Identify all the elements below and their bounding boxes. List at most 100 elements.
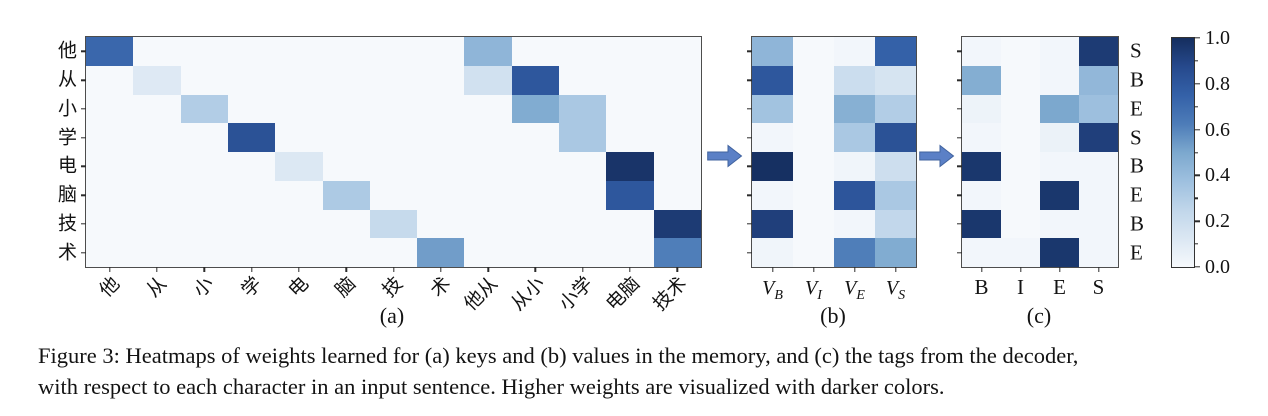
heatmap-cell bbox=[875, 152, 916, 181]
heatmap-cell bbox=[180, 209, 228, 239]
heatmap-cell bbox=[962, 94, 1001, 124]
heatmap-cell bbox=[1079, 123, 1118, 152]
y-tick bbox=[747, 194, 752, 196]
x-tick bbox=[250, 267, 253, 272]
heatmap-cell bbox=[962, 152, 1001, 181]
heatmap-grid bbox=[752, 37, 916, 267]
y-tick-label: 他 bbox=[57, 40, 77, 62]
y-tick bbox=[747, 251, 752, 254]
x-tick bbox=[1058, 267, 1061, 272]
heatmap-grid bbox=[962, 37, 1118, 267]
x-tick bbox=[980, 267, 983, 272]
colorbar-tick bbox=[1194, 37, 1200, 39]
heatmap-cell bbox=[464, 180, 512, 210]
x-tick bbox=[156, 267, 158, 272]
heatmap-cell bbox=[322, 94, 370, 124]
heatmap-cell bbox=[962, 238, 1001, 267]
heatmap-cell bbox=[511, 37, 560, 66]
colorbar-tick bbox=[1194, 83, 1200, 85]
row-tag-label: B bbox=[1130, 153, 1145, 178]
heatmap-cell bbox=[417, 238, 465, 267]
heatmap-cell bbox=[180, 37, 228, 66]
heatmap-cell bbox=[875, 209, 916, 239]
heatmap-cell bbox=[86, 123, 134, 152]
heatmap-cell bbox=[369, 94, 418, 124]
colorbar-tick-label: 0.4 bbox=[1205, 164, 1230, 187]
y-tick bbox=[957, 108, 962, 110]
heatmap-cell bbox=[559, 209, 607, 239]
caption-line-1: Figure 3: Heatmaps of weights learned fo… bbox=[38, 343, 1079, 368]
heatmap-cell bbox=[275, 37, 323, 66]
y-tick bbox=[957, 50, 962, 53]
x-tick bbox=[534, 267, 537, 272]
y-tick bbox=[747, 50, 752, 53]
heatmap-cell bbox=[133, 209, 181, 239]
row-tag-label: E bbox=[1130, 240, 1143, 265]
heatmap-cell bbox=[1040, 238, 1079, 267]
heatmap-cell bbox=[606, 209, 654, 239]
heatmap-cell bbox=[1079, 37, 1118, 66]
heatmap-cell bbox=[369, 123, 418, 152]
x-tick-label: 电 bbox=[284, 273, 314, 302]
heatmap-cell bbox=[1079, 94, 1118, 124]
heatmap-cell bbox=[875, 37, 916, 66]
heatmap-cell bbox=[275, 94, 323, 124]
row-tag-label: S bbox=[1130, 125, 1142, 150]
heatmap-cell bbox=[1040, 65, 1079, 95]
heatmap-cell bbox=[322, 123, 370, 152]
heatmap-cell bbox=[606, 180, 654, 210]
x-tick bbox=[487, 267, 489, 272]
colorbar-minor-tick bbox=[1194, 243, 1198, 245]
heatmap-cell bbox=[86, 152, 134, 181]
heatmap-cell bbox=[511, 123, 560, 152]
heatmap-cell bbox=[511, 209, 560, 239]
heatmap-cell bbox=[369, 37, 418, 66]
y-tick bbox=[81, 50, 86, 53]
heatmap-cell bbox=[1001, 37, 1040, 66]
heatmap-cell bbox=[511, 94, 560, 124]
x-tick-label: 从小 bbox=[507, 273, 550, 316]
x-tick-label: VE bbox=[844, 277, 865, 304]
heatmap-cell bbox=[417, 37, 465, 66]
heatmap-cell bbox=[180, 180, 228, 210]
colorbar-tick-label: 0.6 bbox=[1205, 118, 1230, 141]
heatmap-cell bbox=[606, 123, 654, 152]
heatmap-cell bbox=[86, 238, 134, 267]
heatmap-cell bbox=[1040, 152, 1079, 181]
heatmap-cell bbox=[653, 152, 701, 181]
heatmap-cell bbox=[511, 65, 560, 95]
colorbar-tick bbox=[1194, 128, 1200, 131]
x-tick bbox=[1097, 267, 1100, 272]
heatmap-cell bbox=[511, 180, 560, 210]
y-tick-label: 电 bbox=[57, 155, 77, 177]
x-tick-label: 从 bbox=[142, 273, 172, 302]
x-tick-label: 脑 bbox=[332, 273, 361, 302]
heatmap-cell bbox=[793, 152, 834, 181]
heatmap-cell bbox=[227, 65, 276, 95]
y-tick bbox=[81, 165, 86, 168]
heatmap-grid bbox=[86, 37, 701, 267]
heatmap-cell bbox=[752, 180, 793, 210]
heatmap-cell bbox=[417, 65, 465, 95]
y-tick bbox=[957, 251, 962, 254]
x-tick bbox=[440, 267, 442, 272]
y-tick bbox=[957, 79, 962, 81]
x-tick bbox=[676, 267, 679, 272]
heatmap-cell bbox=[793, 37, 834, 66]
x-tick-label: 术 bbox=[426, 273, 455, 302]
x-tick bbox=[203, 267, 205, 272]
heatmap-cell bbox=[275, 238, 323, 267]
colorbar-tick-label: 1.0 bbox=[1205, 27, 1230, 49]
x-tick-label: 学 bbox=[237, 273, 266, 302]
heatmap-cell bbox=[275, 123, 323, 152]
heatmap-cell bbox=[180, 152, 228, 181]
heatmap-cell bbox=[653, 180, 701, 210]
x-tick-label: I bbox=[1017, 275, 1024, 299]
heatmap-cell bbox=[133, 123, 181, 152]
x-tick bbox=[582, 267, 584, 272]
heatmap-cell bbox=[559, 180, 607, 210]
colorbar-minor-tick bbox=[1194, 105, 1198, 108]
heatmap-cell bbox=[1001, 152, 1040, 181]
heatmap-cell bbox=[834, 94, 875, 124]
y-tick bbox=[81, 223, 86, 225]
